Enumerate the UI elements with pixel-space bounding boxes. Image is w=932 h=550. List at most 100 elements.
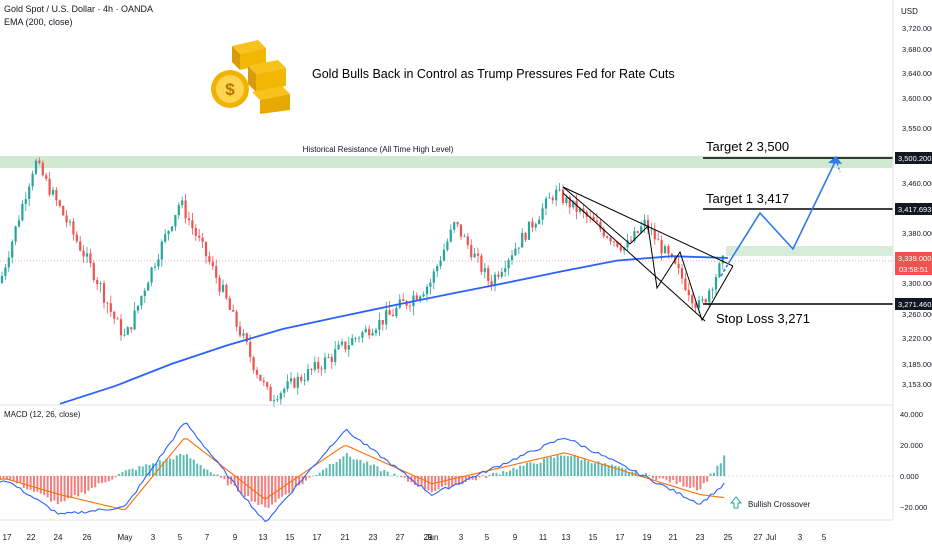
macd-hist-bar (427, 476, 430, 491)
macd-hist-bar (580, 460, 583, 476)
macd-hist-bar (332, 463, 335, 476)
macd-hist-bar (216, 474, 219, 476)
price-axis[interactable]: 3,720.000 3,680.000 3,640.000 3,600.000 3,55… (902, 24, 932, 389)
candle-body (208, 256, 211, 262)
candle-body (483, 268, 486, 272)
price-tick-label: 3,680.000 (902, 45, 932, 54)
wedge-lower-line (562, 192, 706, 322)
macd-hist-bar (328, 464, 331, 476)
macd-hist-bar (73, 476, 76, 495)
candle-body (721, 255, 724, 264)
candle-body (378, 320, 381, 330)
candle-body (694, 303, 697, 308)
candle-body (636, 231, 639, 233)
time-tick-label: 29 (424, 533, 433, 542)
candle-body (364, 328, 367, 333)
macd-hist-bar (26, 476, 29, 490)
candle-body (391, 314, 395, 317)
candle-body (252, 357, 255, 370)
macd-hist-bar (526, 462, 528, 476)
candle-body (456, 222, 459, 225)
macd-hist-bar (662, 476, 664, 479)
macd-hist-bar (131, 468, 134, 476)
price-tick-label: 3,600.000 (902, 94, 932, 103)
macd-hist-bar (209, 472, 212, 476)
candle-body (507, 259, 510, 269)
macd-hist-bar (481, 475, 484, 476)
macd-hist-bar (675, 476, 678, 485)
macd-hist-bar (692, 476, 695, 488)
macd-hist-bar (716, 465, 719, 476)
candle-body (194, 228, 197, 236)
candle-body (422, 294, 425, 297)
candle-body (160, 241, 163, 260)
candle-body (548, 197, 551, 199)
price-tag-label: 3,271.460 (898, 300, 931, 309)
macd-hist-bar (233, 476, 236, 486)
candle-body (531, 221, 534, 228)
price-tick-label: 3,153.000 (902, 380, 932, 389)
macd-hist-bar (685, 476, 688, 487)
macd-hist-bar (240, 476, 243, 495)
time-tick-label: 23 (696, 533, 705, 542)
candle-body (184, 200, 187, 219)
currency-label: USD (901, 7, 918, 16)
candle-body (432, 271, 435, 283)
macd-hist-bar (492, 472, 494, 476)
price-tick-label: 3,550.000 (902, 124, 932, 133)
macd-hist-bar (22, 476, 25, 488)
price-tag (895, 298, 932, 310)
candle-body (368, 328, 371, 336)
candle-body (646, 219, 650, 230)
candle-body (534, 224, 537, 228)
time-tick-label: 17 (616, 533, 625, 542)
candle-body (612, 241, 616, 243)
macd-hist-bar (260, 476, 263, 505)
projection-path (727, 159, 837, 265)
candle-body (306, 369, 310, 381)
price-tag-label: 3,417.693 (898, 205, 931, 214)
candle-body (337, 344, 340, 350)
time-tick-label: 22 (27, 533, 36, 542)
candle-body (17, 220, 21, 227)
candle-body (490, 281, 493, 286)
candle-body (153, 266, 157, 268)
candle-body (51, 190, 55, 195)
macd-hist-bar (560, 455, 562, 476)
macd-hist-bar (254, 476, 256, 502)
candle-body (34, 160, 38, 174)
target2-label: Target 2 3,500 (706, 139, 789, 154)
candle-body (395, 307, 398, 317)
candle-body (463, 236, 466, 238)
candle-body (453, 222, 456, 230)
macd-hist-bar (709, 473, 712, 476)
macd-histogram (0, 453, 726, 508)
time-tick-label: 26 (83, 533, 92, 542)
macd-hist-bar (573, 455, 576, 476)
macd-hist-bar (5, 476, 8, 480)
candle-body (310, 369, 313, 370)
candle-body (354, 337, 357, 339)
candle-body (504, 268, 507, 272)
price-tick-label: 3,300.000 (902, 279, 932, 288)
candle-body (75, 234, 78, 242)
time-tick-label: 3 (459, 533, 464, 542)
candle-body (619, 246, 622, 251)
macd-hist-bar (648, 475, 651, 476)
gold-bars-icon: $ (211, 40, 290, 114)
candle-body (211, 261, 214, 267)
macd-hist-bar (84, 476, 86, 494)
candle-body (92, 263, 95, 280)
macd-hist-bar (169, 458, 171, 476)
macd-hist-bar (679, 476, 681, 483)
candle-body (449, 229, 452, 242)
candle-body (558, 189, 561, 191)
projection-start (720, 263, 729, 277)
price-tick-label: 3,260.000 (902, 310, 932, 319)
macd-hist-bar (141, 466, 144, 476)
candle-body (242, 333, 245, 336)
candle-body (126, 327, 129, 335)
candle-body (561, 189, 565, 203)
